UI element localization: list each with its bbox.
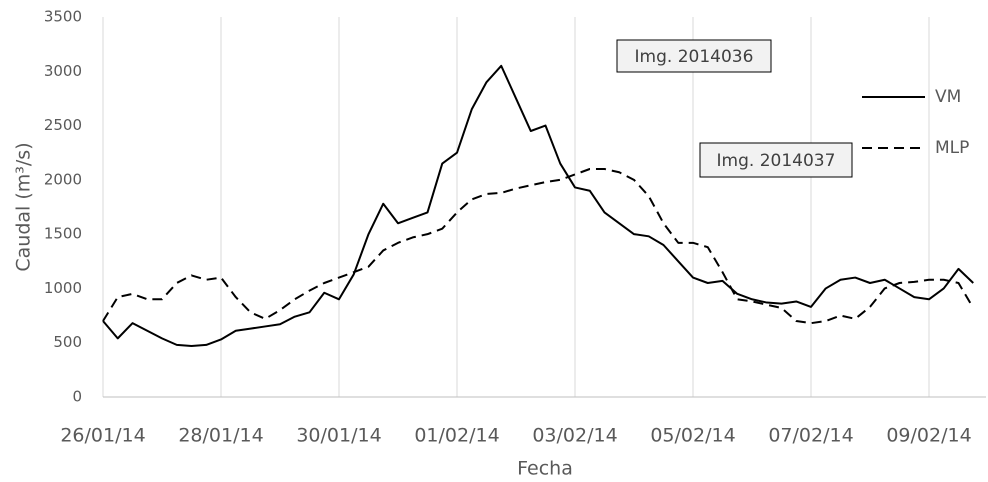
legend-label: VM — [935, 87, 961, 107]
x-tick-label: 30/01/14 — [296, 425, 381, 447]
annotation-box — [616, 39, 772, 73]
x-tick-label: 26/01/14 — [60, 425, 145, 447]
annotation: Img. 2014036 — [635, 47, 754, 67]
y-tick-label: 1000 — [44, 279, 82, 297]
x-tick-label: 05/02/14 — [650, 425, 735, 447]
y-tick-label: 2500 — [44, 116, 82, 134]
series-line — [102, 168, 975, 325]
legend-label: MLP — [935, 138, 969, 158]
y-tick-label: 500 — [53, 333, 82, 351]
x-axis-label: Fecha — [517, 458, 573, 480]
x-tick-label: 09/02/14 — [886, 425, 971, 447]
x-tick-label: 01/02/14 — [414, 425, 499, 447]
y-tick-label: 3000 — [44, 62, 82, 80]
x-tick-label: 07/02/14 — [768, 425, 853, 447]
y-axis-label: Caudal (m³/s) — [13, 142, 35, 271]
y-tick-label: 3500 — [44, 8, 82, 26]
y-tick-label: 0 — [72, 388, 82, 406]
series-line — [102, 64, 974, 347]
annotation: Img. 2014037 — [717, 151, 836, 171]
y-tick-label: 2000 — [44, 170, 82, 188]
annotation-box — [699, 142, 853, 178]
y-tick-label: 1500 — [44, 225, 82, 243]
x-tick-label: 03/02/14 — [532, 425, 617, 447]
x-tick-label: 28/01/14 — [178, 425, 263, 447]
